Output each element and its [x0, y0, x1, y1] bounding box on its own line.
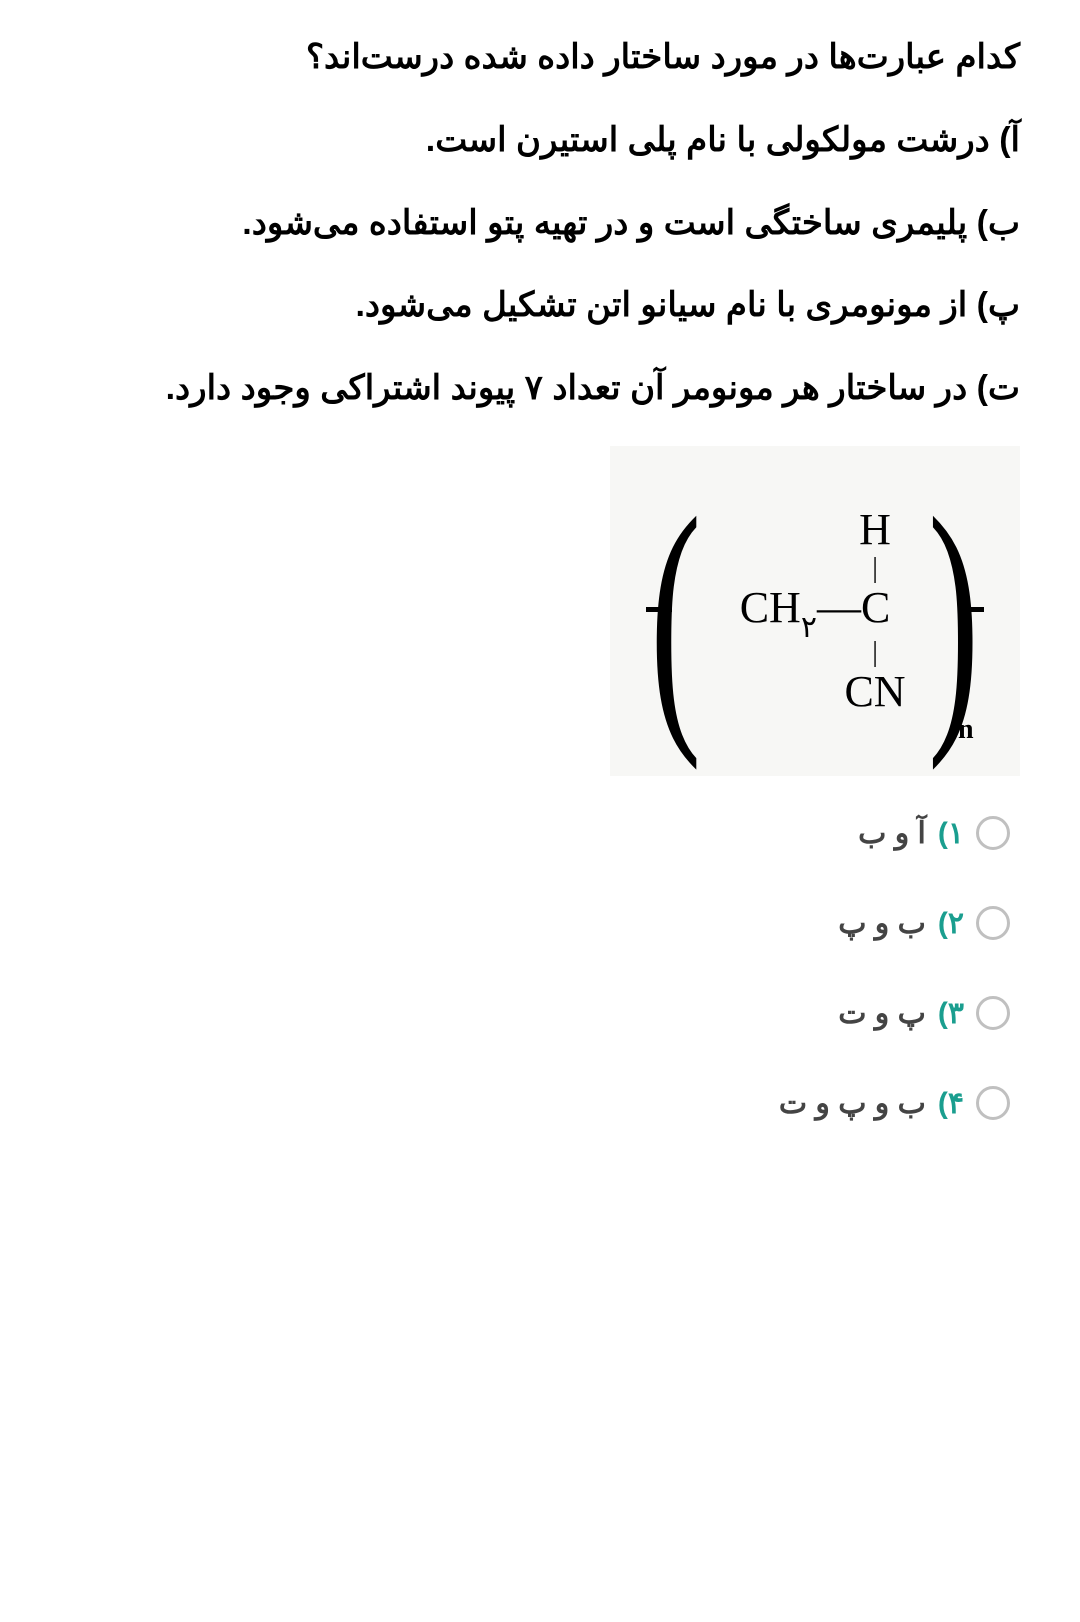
option-number: ۳) [938, 996, 964, 1031]
option-4[interactable]: ۴) ب و پ و ت [60, 1086, 1010, 1121]
question-stem: کدام عبارت‌ها در مورد ساختار داده شده در… [60, 20, 1020, 95]
bond-vertical-top: | [724, 556, 905, 581]
option-1[interactable]: ۱) آ و ب [60, 816, 1010, 851]
option-text: پ و ت [838, 996, 926, 1031]
radio-icon[interactable] [976, 906, 1010, 940]
option-3[interactable]: ۳) پ و ت [60, 996, 1010, 1031]
option-2[interactable]: ۲) ب و پ [60, 906, 1010, 941]
option-number: ۲) [938, 906, 964, 941]
options-list: ۱) آ و ب ۲) ب و پ ۳) پ و ت ۴) ب و پ و ت [60, 816, 1020, 1121]
option-text: ب و پ [838, 906, 926, 941]
statement-a: آ) درشت مولکولی با نام پلی استیرن است. [60, 103, 1020, 178]
option-number: ۱) [938, 816, 964, 851]
atom-cn: CN [724, 666, 905, 719]
statement-t: ت) در ساختار هر مونومر آن تعداد ۷ پیوند … [60, 351, 1020, 426]
option-text: آ و ب [858, 816, 926, 851]
option-number: ۴) [938, 1086, 964, 1121]
statement-p: پ) از مونومری با نام سیانو اتن تشکیل می‌… [60, 268, 1020, 343]
bond-tick-left [646, 607, 672, 612]
bracket-left-icon: ( [650, 476, 701, 756]
radio-icon[interactable] [976, 996, 1010, 1030]
subscript-n: n [958, 714, 974, 746]
atom-main-row: CH۲—C [724, 582, 905, 641]
bond-vertical-bottom: | [724, 640, 905, 665]
radio-icon[interactable] [976, 1086, 1010, 1120]
radio-icon[interactable] [976, 816, 1010, 850]
statement-b: ب) پلیمری ساختگی است و در تهیه پتو استفا… [60, 186, 1020, 261]
polymer-structure-diagram: ( H | CH۲—C | CN ) n [610, 446, 1020, 776]
atom-h: H [724, 504, 905, 557]
option-text: ب و پ و ت [779, 1086, 926, 1121]
